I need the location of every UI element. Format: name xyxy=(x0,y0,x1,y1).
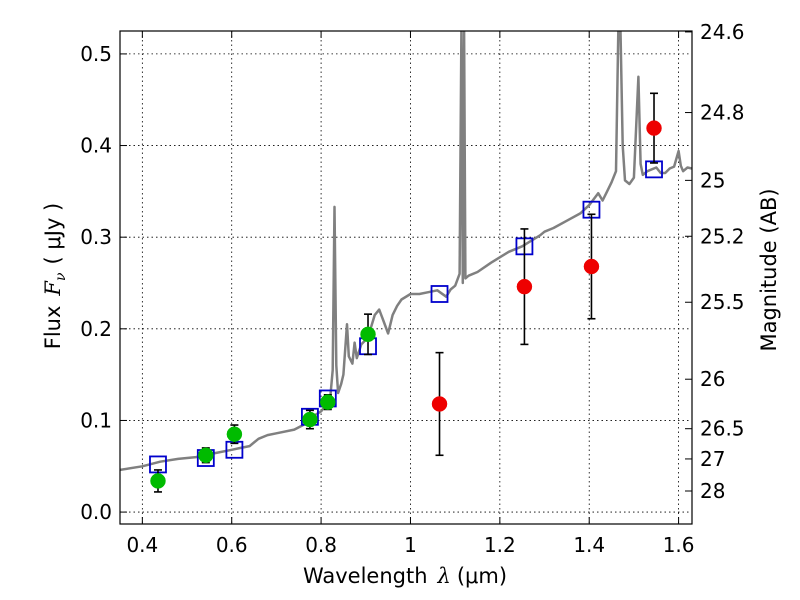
observed-point xyxy=(583,258,600,275)
y-tick-label: 0.2 xyxy=(80,317,112,341)
y2-tick-label: 25.2 xyxy=(700,224,745,248)
y2-axis-label: Magnitude (AB) xyxy=(757,188,781,351)
y-tick-label: 0.1 xyxy=(80,408,112,432)
x-tick-label: 1 xyxy=(404,533,417,557)
x-axis-label-text: Wavelength xyxy=(303,564,428,588)
axis-ticks: 0.4 0.6 0.8 1 1.2 1.4 1.6 0.0 0.1 0.2 0.3 0.4 0.5 24.… xyxy=(80,20,744,557)
y-axis-label-units: ( μJy ) xyxy=(41,203,65,265)
y2-tick-label: 26 xyxy=(700,367,725,391)
y2-tick-label: 24.8 xyxy=(700,101,745,125)
y2-tick-label: 25 xyxy=(700,168,725,192)
observed-point xyxy=(198,447,214,464)
y-axis-label-text: Flux xyxy=(41,306,65,350)
y-axis-label: Flux Fν ( μJy ) xyxy=(41,203,69,349)
plot-frame xyxy=(119,30,693,525)
x-axis-label: Wavelength λ (μm) xyxy=(303,564,507,588)
x-axis-label-units: (μm) xyxy=(457,564,507,588)
y-tick-label: 0.4 xyxy=(80,134,112,158)
observed-point xyxy=(360,326,376,343)
data-layer xyxy=(120,31,692,493)
y2-tick-label: 25.5 xyxy=(700,290,745,314)
y-axis-label-symbol: F xyxy=(41,280,65,297)
x-tick-label: 0.4 xyxy=(126,533,158,557)
observed-point xyxy=(150,473,166,489)
y2-tick-label: 26.5 xyxy=(700,417,745,441)
x-tick-label: 1.4 xyxy=(573,533,605,557)
x-tick-label: 1.6 xyxy=(663,533,695,557)
grid xyxy=(120,31,692,524)
x-axis-label-symbol: λ xyxy=(437,564,451,588)
observed-point xyxy=(516,278,533,295)
x-tick-label: 0.6 xyxy=(216,533,248,557)
model-band-square xyxy=(430,285,449,303)
y2-tick-label: 24.6 xyxy=(700,20,745,44)
observed-point xyxy=(431,396,448,412)
y2-tick-label: 28 xyxy=(700,479,725,503)
observed-point xyxy=(646,120,662,136)
observed-point xyxy=(302,411,318,428)
x-tick-label: 0.8 xyxy=(305,533,337,557)
y2-tick-label: 27 xyxy=(700,447,725,471)
x-tick-label: 1.2 xyxy=(484,533,516,557)
observed-point xyxy=(226,426,243,442)
y-tick-label: 0.3 xyxy=(80,225,112,249)
plot-area xyxy=(120,31,692,524)
observed-point xyxy=(320,394,336,410)
y-axis-label-subscript: ν xyxy=(53,272,69,281)
y-tick-label: 0.5 xyxy=(80,42,112,66)
y-tick-label: 0.0 xyxy=(80,500,112,524)
